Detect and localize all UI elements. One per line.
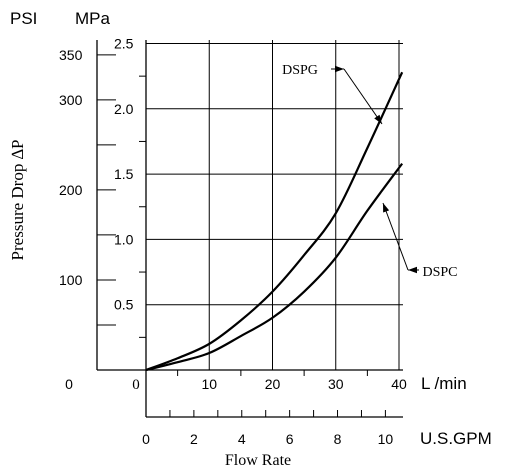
y-tick-label-mpa: 2.5 (114, 36, 134, 52)
label-leaders (331, 66, 419, 273)
leader-dspg-hook-arrowhead (335, 66, 344, 72)
x-tick-label-gpm: 2 (190, 431, 198, 447)
legend-label-dspg: DSPG (282, 63, 318, 78)
x-tick-label-lmin: 20 (265, 376, 281, 392)
y-tick-label-psi: 0 (65, 376, 73, 392)
x-tick-label-gpm: 10 (378, 431, 394, 447)
leader-dspc-arrowhead (383, 203, 389, 213)
x-tick-label-lmin: 10 (201, 376, 217, 392)
y-tick-label-mpa: 1.0 (114, 231, 134, 247)
x-tick-label-gpm: 0 (142, 431, 150, 447)
legend-label-dspc: DSPC (422, 265, 457, 280)
y-tick-label-mpa: 0.5 (114, 297, 134, 313)
y-axis-label: Pressure Drop ∆P (8, 140, 27, 261)
y-tick-label-mpa: 2.0 (114, 101, 134, 117)
series-line-dspc (146, 164, 402, 370)
x-unit-gpm: U.S.GPM (420, 429, 492, 448)
y-tick-label-mpa: 1.5 (114, 166, 134, 182)
y-unit-mpa: MPa (75, 9, 111, 28)
x-tick-label-gpm: 4 (238, 431, 246, 447)
x-unit-lmin: L /min (421, 374, 467, 393)
x-tick-label-lmin: 0 (132, 377, 140, 393)
y-tick-label-psi: 300 (59, 92, 83, 108)
y-tick-label-psi: 350 (59, 47, 83, 63)
series-lines (146, 72, 402, 370)
leader-dspg (344, 69, 382, 124)
grid (146, 40, 403, 370)
x-tick-label-lmin: 30 (328, 376, 344, 392)
axes (97, 40, 403, 417)
y-tick-label-psi: 100 (59, 272, 83, 288)
tick-labels: 0.51.01.52.02.50 10 20 30 400 2 4 6 8 10010020030… (59, 36, 407, 448)
leader-dspc (383, 203, 408, 270)
x-tick-label-lmin: 40 (391, 376, 407, 392)
x-tick-label-gpm: 8 (334, 431, 342, 447)
y-unit-psi: PSI (10, 9, 37, 28)
series-line-dspg (146, 72, 402, 370)
y-tick-label-psi: 200 (59, 182, 83, 198)
leader-dspc-hook-arrowhead (408, 267, 417, 273)
x-tick-label-gpm: 6 (286, 431, 294, 447)
x-axis-label: Flow Rate (225, 452, 291, 469)
